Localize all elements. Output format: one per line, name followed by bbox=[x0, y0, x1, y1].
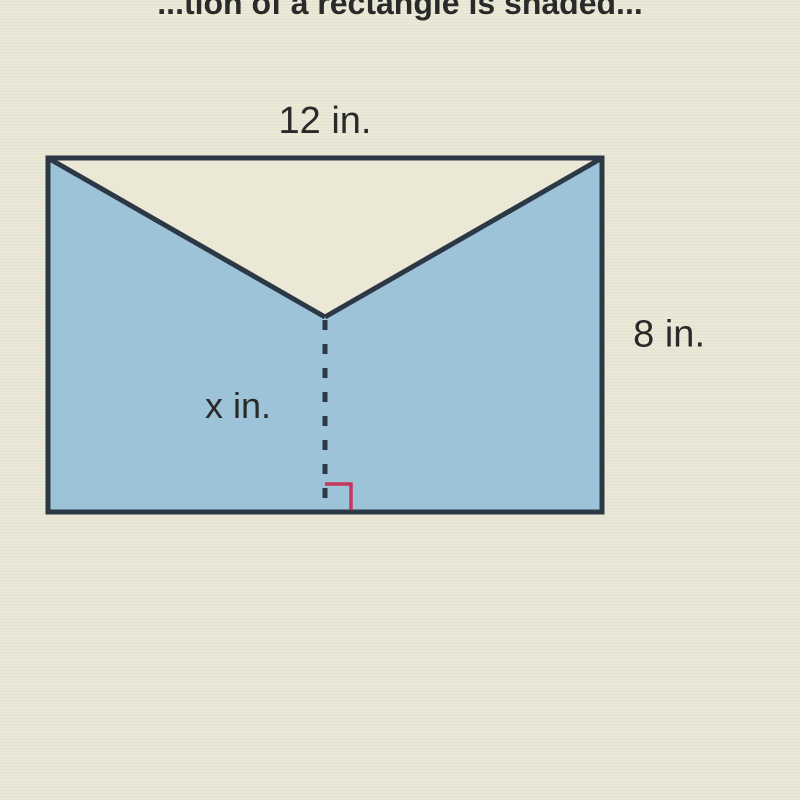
x-height-label: x in. bbox=[205, 385, 271, 427]
height-label: 8 in. bbox=[633, 314, 705, 357]
cropped-header-text: ...tion of a rectangle is shaded... bbox=[0, 0, 800, 22]
figure-svg bbox=[45, 155, 605, 515]
geometry-diagram: 12 in. 8 in. x in. bbox=[45, 155, 605, 515]
width-label: 12 in. bbox=[45, 100, 605, 143]
